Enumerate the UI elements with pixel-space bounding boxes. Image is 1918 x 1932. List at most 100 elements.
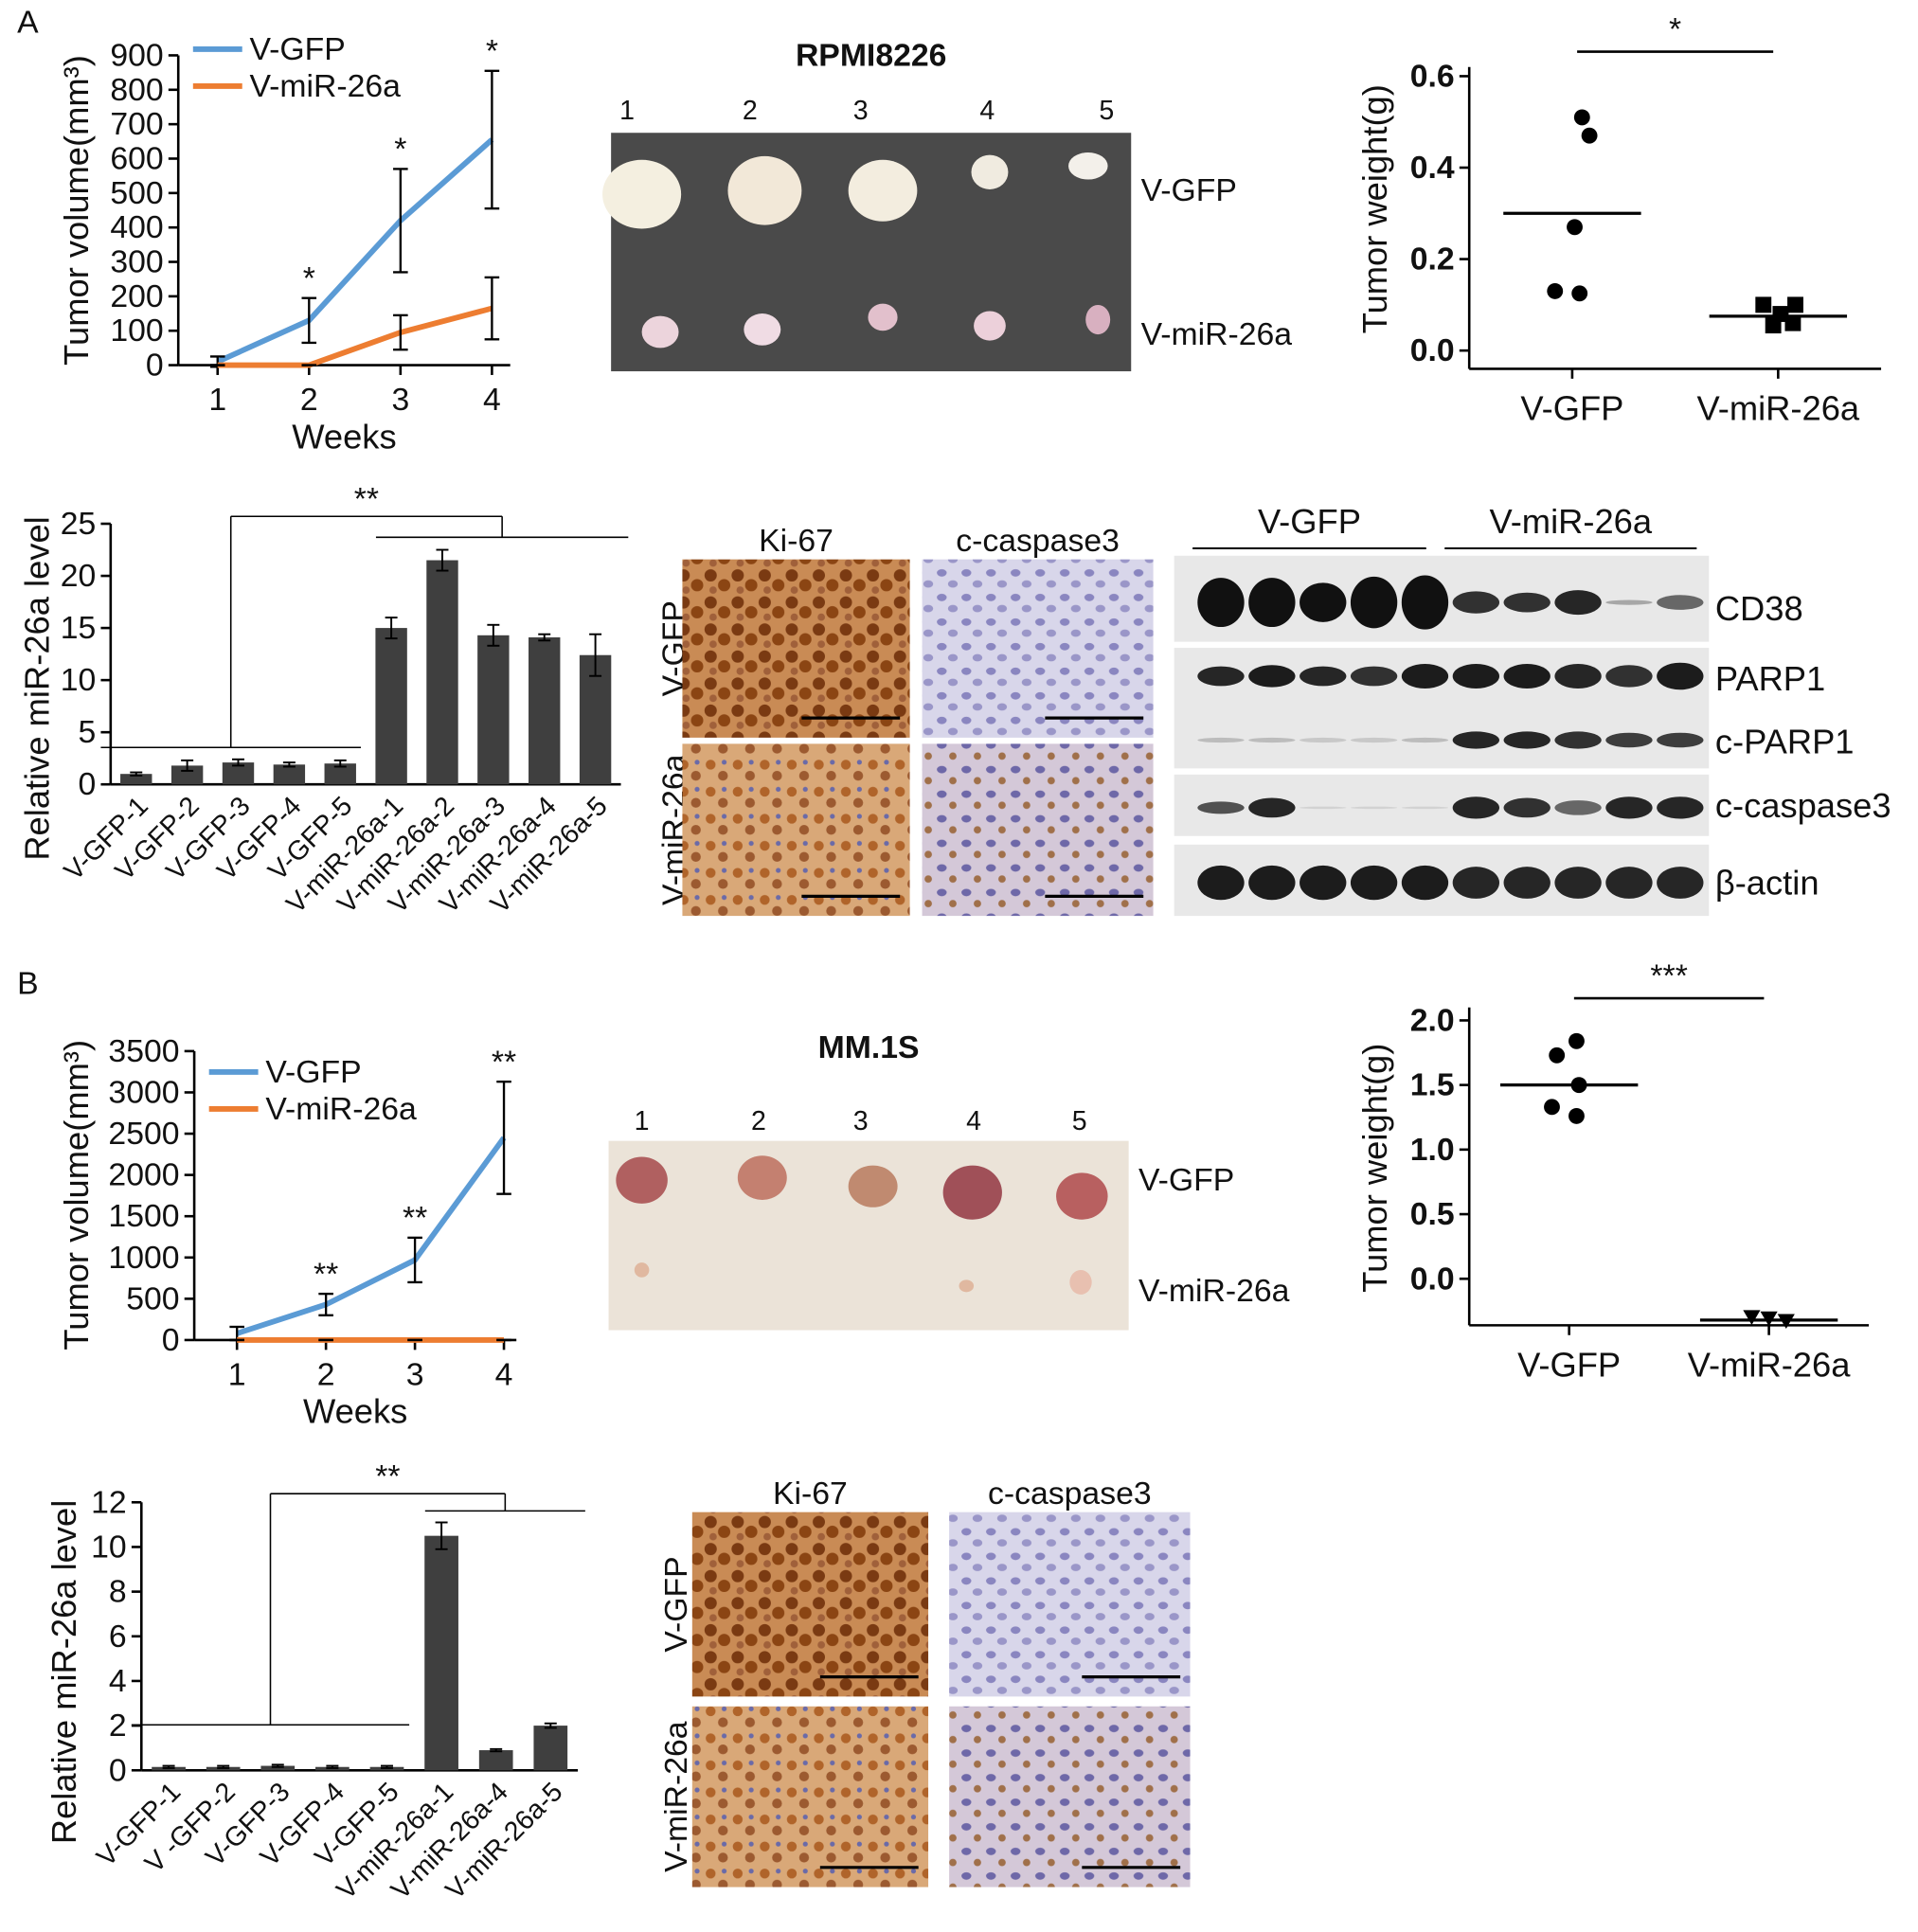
y-tick-label: 3500 (108, 1033, 179, 1069)
significance-label: ** (375, 1458, 400, 1494)
x-tick-label: 1 (228, 1356, 246, 1392)
lane-label: 1 (619, 96, 635, 126)
bar (222, 762, 255, 785)
tumor (744, 313, 781, 346)
blot-band (1452, 867, 1500, 899)
tumor (959, 1279, 975, 1293)
column-label: c-caspase3 (988, 1476, 1152, 1512)
y-tick-label: 900 (110, 37, 163, 73)
blot-band (1452, 591, 1500, 614)
blot-band (1452, 731, 1500, 749)
bar (478, 1750, 513, 1771)
lane-label: 5 (1099, 96, 1114, 126)
blot-band (1657, 662, 1704, 690)
blot-band (1350, 666, 1398, 687)
blot-band (1503, 731, 1551, 749)
y-tick-label: 600 (110, 140, 163, 176)
x-tick-label: 2 (317, 1356, 335, 1392)
data-point (1568, 1032, 1585, 1049)
blot-band (1605, 796, 1653, 819)
photo-title: MM.1S (818, 1029, 920, 1065)
tumor (974, 311, 1006, 341)
legend-label: V-GFP (265, 1054, 361, 1090)
bar (424, 1535, 458, 1771)
blot-band (1401, 575, 1449, 630)
lane-label: 2 (743, 96, 758, 126)
blot-band (1300, 582, 1347, 622)
y-axis-label: Tumor volume(mm³) (57, 1040, 96, 1351)
y-tick-label: 25 (61, 506, 97, 542)
blot-band (1197, 578, 1245, 628)
band-label: CD38 (1715, 589, 1803, 628)
data-point (1765, 317, 1782, 334)
x-tick-label: 3 (391, 382, 409, 418)
y-tick-label: 0 (78, 766, 96, 802)
y-tick-label: 20 (61, 558, 97, 594)
y-tick-label: 800 (110, 72, 163, 108)
ihc-image (922, 559, 1154, 738)
significance-label: ** (354, 481, 379, 517)
significance-label: * (394, 132, 406, 168)
ihc-image (682, 559, 910, 738)
row-label: V-miR-26a (1141, 316, 1293, 352)
panel-label: B (17, 965, 39, 1001)
tumor (868, 303, 898, 331)
tumor (727, 155, 802, 225)
blot-band (1503, 797, 1551, 818)
photo-title: RPMI8226 (796, 37, 946, 73)
y-tick-label: 0 (146, 348, 164, 384)
column-label: c-caspase3 (956, 523, 1120, 559)
x-tick-label: 4 (495, 1356, 513, 1392)
blot-band (1197, 666, 1245, 687)
significance-label: ** (403, 1200, 427, 1236)
legend-label: V-miR-26a (265, 1091, 417, 1127)
y-tick-label: 1500 (108, 1198, 179, 1234)
bar (260, 1765, 296, 1771)
blot-band (1401, 865, 1449, 901)
column-label: Ki-67 (759, 523, 834, 559)
blot-band (1605, 599, 1653, 605)
data-point (1787, 296, 1803, 313)
y-axis-label: Relative miR-26a level (45, 1500, 83, 1844)
y-tick-label: 700 (110, 106, 163, 142)
blot-band (1300, 737, 1347, 743)
group-label: V-GFP (1258, 502, 1361, 541)
y-tick-label: 2 (109, 1708, 127, 1744)
ihc-image (691, 1512, 929, 1697)
y-axis-label: Relative miR-26a level (17, 516, 56, 860)
blot-band (1554, 663, 1602, 689)
y-tick-label: 15 (61, 610, 97, 646)
significance-label: * (1669, 11, 1681, 47)
y-tick-label: 100 (110, 313, 163, 349)
bar (170, 765, 204, 785)
blot-band (1300, 865, 1347, 901)
blot-band (1401, 663, 1449, 689)
blot-band (1401, 737, 1449, 743)
tumor (971, 154, 1009, 189)
blot-band (1657, 796, 1704, 819)
series-line (217, 305, 493, 368)
y-tick-label: 0 (109, 1752, 127, 1788)
lane-label: 4 (979, 96, 995, 126)
legend-label: V-GFP (250, 31, 346, 67)
y-tick-label: 2000 (108, 1157, 179, 1193)
data-point (1568, 1107, 1585, 1124)
blot-band (1554, 867, 1602, 899)
band-label: c-caspase3 (1715, 786, 1891, 825)
blot-band (1452, 663, 1500, 689)
x-tick-label: 1 (208, 382, 226, 418)
ihc-image (922, 743, 1154, 917)
blot-band (1503, 663, 1551, 689)
series-line (236, 1136, 507, 1336)
bar (477, 635, 510, 785)
column-label: Ki-67 (773, 1476, 848, 1512)
blot-band (1657, 732, 1704, 748)
data-point (1743, 1310, 1761, 1325)
lane-label: 4 (966, 1106, 981, 1136)
y-axis-label: Tumor volume(mm³) (57, 55, 96, 366)
blot-band (1605, 665, 1653, 688)
blot-band (1248, 737, 1296, 743)
blot-band (1248, 797, 1296, 818)
